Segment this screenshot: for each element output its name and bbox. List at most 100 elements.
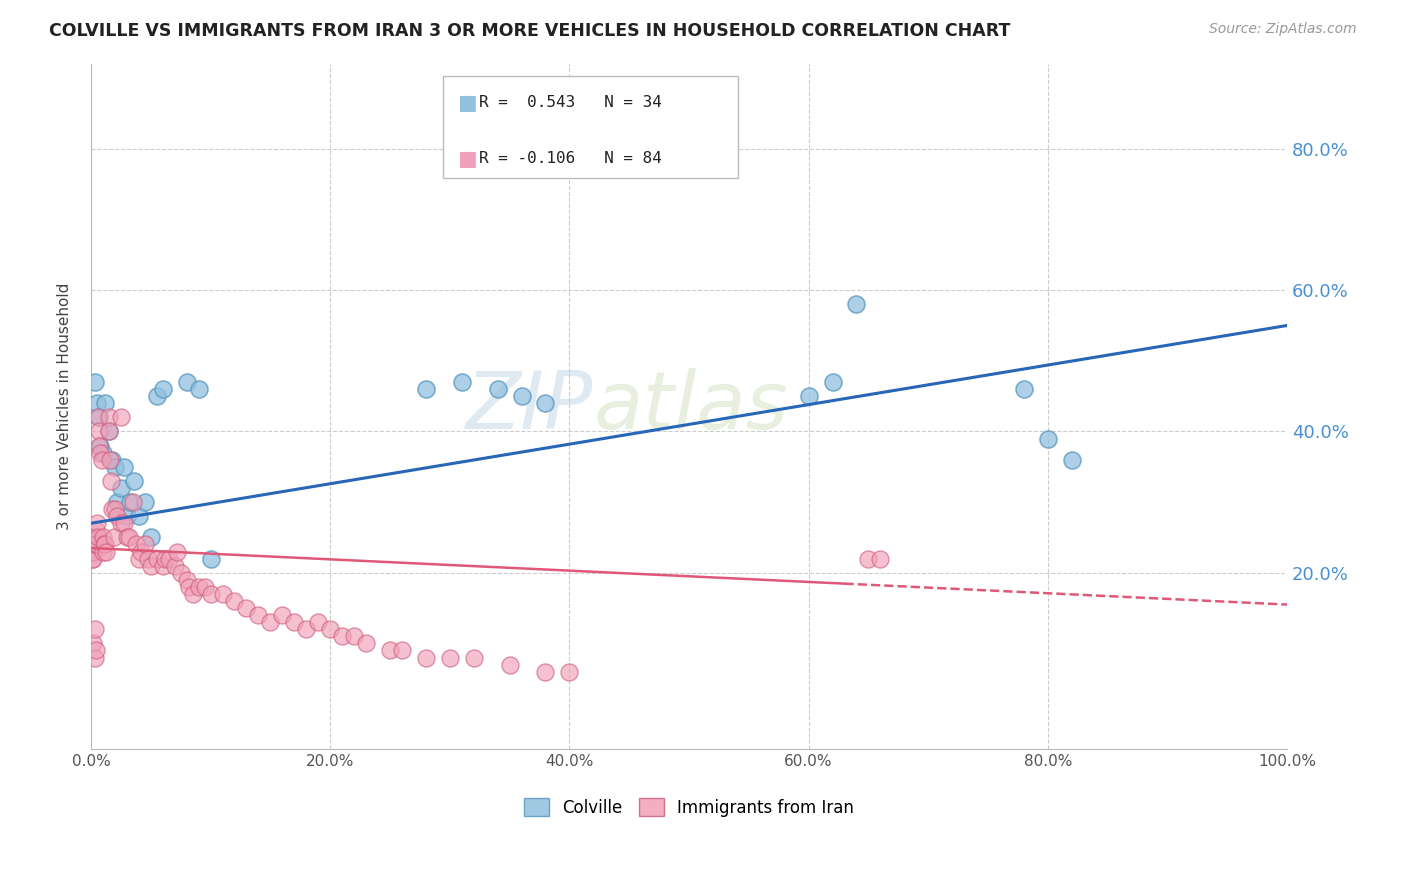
Point	[128, 551, 150, 566]
Point	[354, 636, 377, 650]
Point	[153, 551, 176, 566]
Point	[152, 382, 174, 396]
Point	[84, 643, 107, 657]
Point	[145, 389, 167, 403]
Point	[93, 537, 115, 551]
Point	[235, 601, 257, 615]
Point	[87, 531, 110, 545]
Point	[259, 615, 281, 630]
Point	[858, 551, 880, 566]
Point	[1012, 382, 1035, 396]
Point	[115, 509, 138, 524]
Point	[391, 643, 413, 657]
Point	[103, 531, 125, 545]
Point	[415, 650, 437, 665]
Point	[343, 629, 366, 643]
Text: ■: ■	[457, 149, 477, 169]
Point	[200, 551, 222, 566]
Point	[295, 622, 318, 636]
Point	[211, 587, 233, 601]
Text: R = -0.106   N = 84: R = -0.106 N = 84	[479, 152, 662, 166]
Point	[89, 445, 111, 459]
Point	[193, 580, 215, 594]
Point	[120, 495, 142, 509]
Point	[534, 396, 557, 410]
Point	[86, 516, 108, 531]
Point	[129, 544, 152, 558]
Point	[139, 531, 162, 545]
Point	[89, 439, 111, 453]
Point	[797, 389, 820, 403]
Point	[82, 636, 104, 650]
Y-axis label: 3 or more Vehicles in Household: 3 or more Vehicles in Household	[58, 283, 72, 531]
Point	[83, 537, 105, 551]
Point	[1036, 432, 1059, 446]
Point	[86, 396, 108, 410]
Point	[1060, 452, 1083, 467]
Point	[110, 481, 132, 495]
Point	[101, 452, 124, 467]
Point	[91, 544, 114, 558]
Point	[94, 396, 117, 410]
Text: Source: ZipAtlas.com: Source: ZipAtlas.com	[1209, 22, 1357, 37]
Point	[821, 375, 844, 389]
Point	[145, 551, 167, 566]
Point	[97, 425, 120, 439]
Point	[118, 531, 141, 545]
Point	[463, 650, 485, 665]
Point	[166, 544, 188, 558]
Point	[177, 580, 200, 594]
Point	[125, 537, 148, 551]
Point	[163, 558, 186, 573]
Point	[82, 551, 104, 566]
Point	[89, 410, 111, 425]
Point	[110, 516, 132, 531]
Point	[439, 650, 461, 665]
Point	[415, 382, 437, 396]
Point	[128, 509, 150, 524]
Point	[91, 445, 114, 459]
Point	[534, 665, 557, 679]
Point	[84, 537, 107, 551]
Point	[122, 474, 145, 488]
Point	[134, 537, 156, 551]
Point	[139, 558, 162, 573]
Point	[169, 566, 191, 580]
Point	[112, 516, 135, 531]
Point	[224, 594, 246, 608]
Point	[100, 474, 122, 488]
Point	[187, 580, 209, 594]
Point	[104, 459, 127, 474]
Point	[247, 608, 270, 623]
Legend: Colville, Immigrants from Iran: Colville, Immigrants from Iran	[517, 792, 860, 823]
Point	[82, 544, 104, 558]
Point	[283, 615, 305, 630]
Point	[82, 544, 104, 558]
Point	[94, 537, 117, 551]
Point	[83, 622, 105, 636]
Point	[86, 537, 108, 551]
Point	[105, 495, 128, 509]
Point	[845, 297, 868, 311]
Point	[200, 587, 222, 601]
Point	[558, 665, 581, 679]
Point	[157, 551, 180, 566]
Point	[87, 410, 110, 425]
Point	[869, 551, 891, 566]
Point	[121, 495, 143, 509]
Point	[89, 425, 111, 439]
Point	[97, 410, 120, 425]
Point	[187, 382, 209, 396]
Point	[330, 629, 353, 643]
Point	[271, 608, 294, 623]
Point	[91, 531, 114, 545]
Point	[152, 558, 174, 573]
Point	[82, 537, 104, 551]
Point	[498, 657, 520, 672]
Point	[307, 615, 329, 630]
Point	[82, 537, 104, 551]
Point	[83, 375, 105, 389]
Point	[138, 551, 160, 566]
Point	[176, 375, 198, 389]
Point	[181, 587, 204, 601]
